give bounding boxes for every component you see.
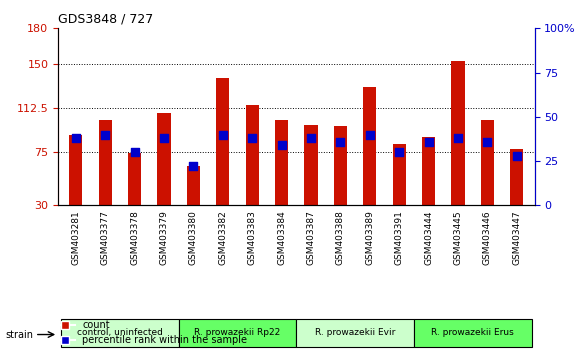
Bar — [187, 166, 200, 205]
Bar — [157, 113, 171, 205]
Bar — [216, 78, 229, 205]
Bar — [510, 149, 523, 205]
Text: control, uninfected: control, uninfected — [77, 328, 163, 337]
Bar — [69, 135, 83, 205]
Bar — [363, 87, 376, 205]
Point — [189, 164, 198, 169]
FancyBboxPatch shape — [296, 319, 414, 347]
Bar — [422, 137, 435, 205]
Bar — [481, 120, 494, 205]
Text: R. prowazekii Evir: R. prowazekii Evir — [315, 328, 395, 337]
Point — [159, 135, 168, 141]
Point — [130, 149, 139, 155]
FancyBboxPatch shape — [61, 319, 179, 347]
Point — [306, 135, 315, 141]
Text: GDS3848 / 727: GDS3848 / 727 — [58, 13, 153, 26]
Point — [453, 135, 462, 141]
Point — [336, 139, 345, 144]
Point — [71, 135, 80, 141]
Point — [394, 149, 404, 155]
Point — [101, 132, 110, 137]
Text: R. prowazekii Erus: R. prowazekii Erus — [431, 328, 514, 337]
Text: strain: strain — [6, 330, 34, 339]
Point — [483, 139, 492, 144]
Bar — [304, 125, 318, 205]
Point — [365, 132, 375, 137]
Bar — [334, 126, 347, 205]
Point — [218, 132, 227, 137]
Bar — [99, 120, 112, 205]
Bar — [246, 105, 259, 205]
Bar — [451, 61, 465, 205]
Text: R. prowazekii Rp22: R. prowazekii Rp22 — [195, 328, 281, 337]
FancyBboxPatch shape — [414, 319, 532, 347]
Point — [277, 142, 286, 148]
Point — [248, 135, 257, 141]
Bar — [393, 144, 406, 205]
Legend: count, percentile rank within the sample: count, percentile rank within the sample — [51, 316, 252, 349]
Point — [424, 139, 433, 144]
FancyBboxPatch shape — [179, 319, 296, 347]
Point — [512, 153, 522, 159]
Bar — [275, 120, 288, 205]
Bar — [128, 153, 141, 205]
